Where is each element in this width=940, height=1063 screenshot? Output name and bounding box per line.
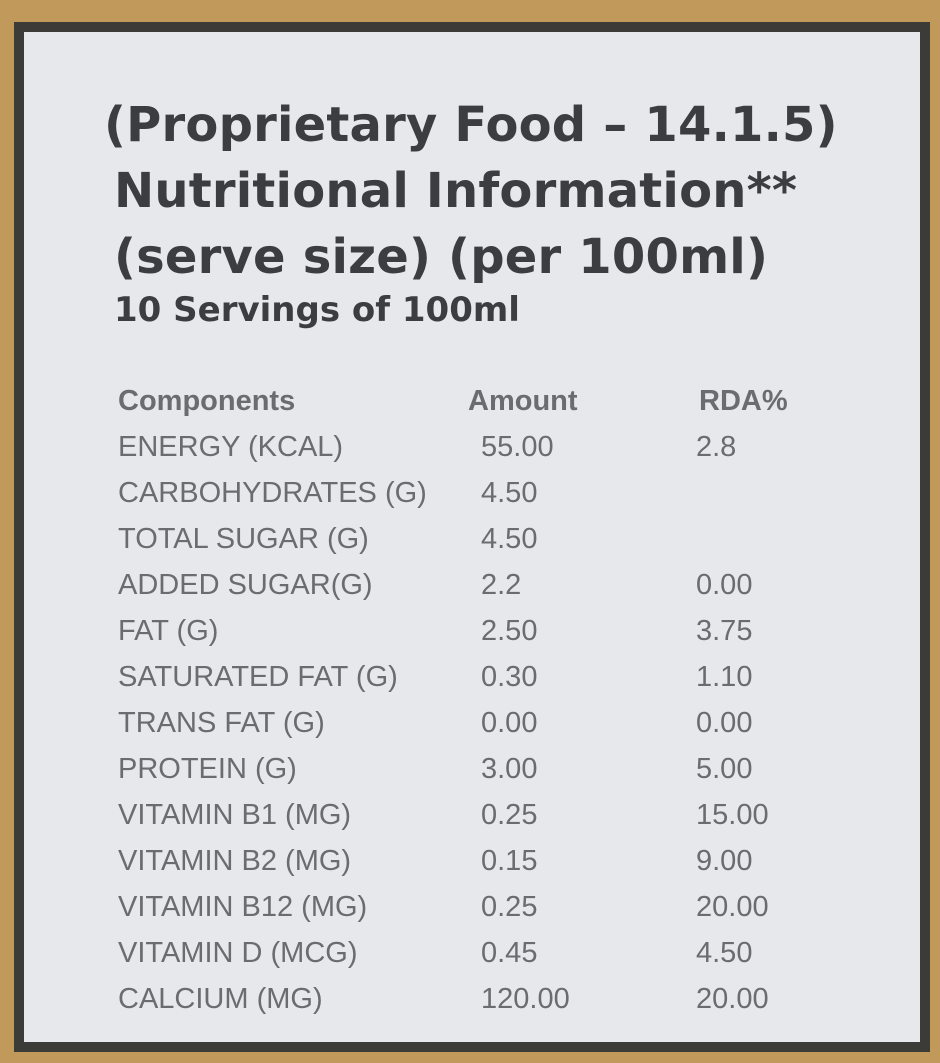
table-row: TRANS FAT (G) 0.00 0.00 bbox=[118, 700, 899, 746]
table-row: VITAMIN B2 (MG) 0.15 9.00 bbox=[118, 838, 899, 884]
servings-text: 10 Servings of 100ml bbox=[114, 290, 520, 330]
component-cell: CALCIUM (MG) bbox=[118, 982, 323, 1015]
component-cell: VITAMIN D (MCG) bbox=[118, 936, 358, 969]
component-cell: VITAMIN B2 (MG) bbox=[118, 844, 352, 877]
amount-cell: 55.00 bbox=[481, 430, 554, 463]
table-row: VITAMIN B12 (MG) 0.25 20.00 bbox=[118, 884, 899, 930]
amount-cell: 0.15 bbox=[481, 844, 538, 877]
component-cell: TRANS FAT (G) bbox=[118, 706, 325, 739]
table-row: CALCIUM (MG) 120.00 20.00 bbox=[118, 976, 899, 1022]
table-header-row: Components Amount RDA% bbox=[118, 378, 899, 424]
table-row: ENERGY (KCAL) 55.00 2.8 bbox=[118, 424, 899, 470]
component-cell: CARBOHYDRATES (G) bbox=[118, 476, 427, 509]
rda-cell: 20.00 bbox=[696, 982, 769, 1015]
rda-cell: 4.50 bbox=[696, 936, 753, 969]
nutrition-label: (Proprietary Food – 14.1.5) Nutritional … bbox=[14, 22, 930, 1052]
amount-cell: 120.00 bbox=[481, 982, 570, 1015]
amount-cell: 2.50 bbox=[481, 614, 538, 647]
component-cell: FAT (G) bbox=[118, 614, 219, 647]
table-row: VITAMIN D (MCG) 0.45 4.50 bbox=[118, 930, 899, 976]
table-body: ENERGY (KCAL) 55.00 2.8 CARBOHYDRATES (G… bbox=[118, 424, 899, 1022]
amount-cell: 4.50 bbox=[481, 476, 538, 509]
table-row: TOTAL SUGAR (G) 4.50 bbox=[118, 516, 899, 562]
table-row: FAT (G) 2.50 3.75 bbox=[118, 608, 899, 654]
label-header: (Proprietary Food – 14.1.5) Nutritional … bbox=[104, 92, 838, 290]
rda-cell: 5.00 bbox=[696, 752, 753, 785]
serve-size-title: (serve size) (per 100ml) bbox=[114, 229, 769, 285]
table-row: ADDED SUGAR(G) 2.2 0.00 bbox=[118, 562, 899, 608]
rda-cell: 2.8 bbox=[696, 430, 737, 463]
column-header-rda: RDA% bbox=[699, 384, 788, 417]
amount-cell: 0.30 bbox=[481, 660, 538, 693]
rda-cell: 9.00 bbox=[696, 844, 753, 877]
component-cell: VITAMIN B12 (MG) bbox=[118, 890, 368, 923]
amount-cell: 0.00 bbox=[481, 706, 538, 739]
column-header-components: Components bbox=[118, 384, 296, 417]
table-row: PROTEIN (G) 3.00 5.00 bbox=[118, 746, 899, 792]
amount-cell: 2.2 bbox=[481, 568, 522, 601]
component-cell: PROTEIN (G) bbox=[118, 752, 297, 785]
component-cell: TOTAL SUGAR (G) bbox=[118, 522, 369, 555]
table-row: CARBOHYDRATES (G) 4.50 bbox=[118, 470, 899, 516]
column-header-amount: Amount bbox=[468, 384, 578, 417]
amount-cell: 0.25 bbox=[481, 798, 538, 831]
nutrition-title: Nutritional Information** bbox=[114, 163, 798, 219]
rda-cell: 0.00 bbox=[696, 706, 753, 739]
component-cell: ADDED SUGAR(G) bbox=[118, 568, 373, 601]
component-cell: SATURATED FAT (G) bbox=[118, 660, 398, 693]
amount-cell: 4.50 bbox=[481, 522, 538, 555]
amount-cell: 3.00 bbox=[481, 752, 538, 785]
nutrition-table: Components Amount RDA% ENERGY (KCAL) 55.… bbox=[118, 378, 899, 1022]
rda-cell: 0.00 bbox=[696, 568, 753, 601]
component-cell: VITAMIN B1 (MG) bbox=[118, 798, 352, 831]
rda-cell: 20.00 bbox=[696, 890, 769, 923]
rda-cell: 15.00 bbox=[696, 798, 769, 831]
amount-cell: 0.45 bbox=[481, 936, 538, 969]
amount-cell: 0.25 bbox=[481, 890, 538, 923]
rda-cell: 1.10 bbox=[696, 660, 753, 693]
component-cell: ENERGY (KCAL) bbox=[118, 430, 344, 463]
category-title: (Proprietary Food – 14.1.5) bbox=[104, 97, 838, 153]
table-row: SATURATED FAT (G) 0.30 1.10 bbox=[118, 654, 899, 700]
rda-cell: 3.75 bbox=[696, 614, 753, 647]
table-row: VITAMIN B1 (MG) 0.25 15.00 bbox=[118, 792, 899, 838]
